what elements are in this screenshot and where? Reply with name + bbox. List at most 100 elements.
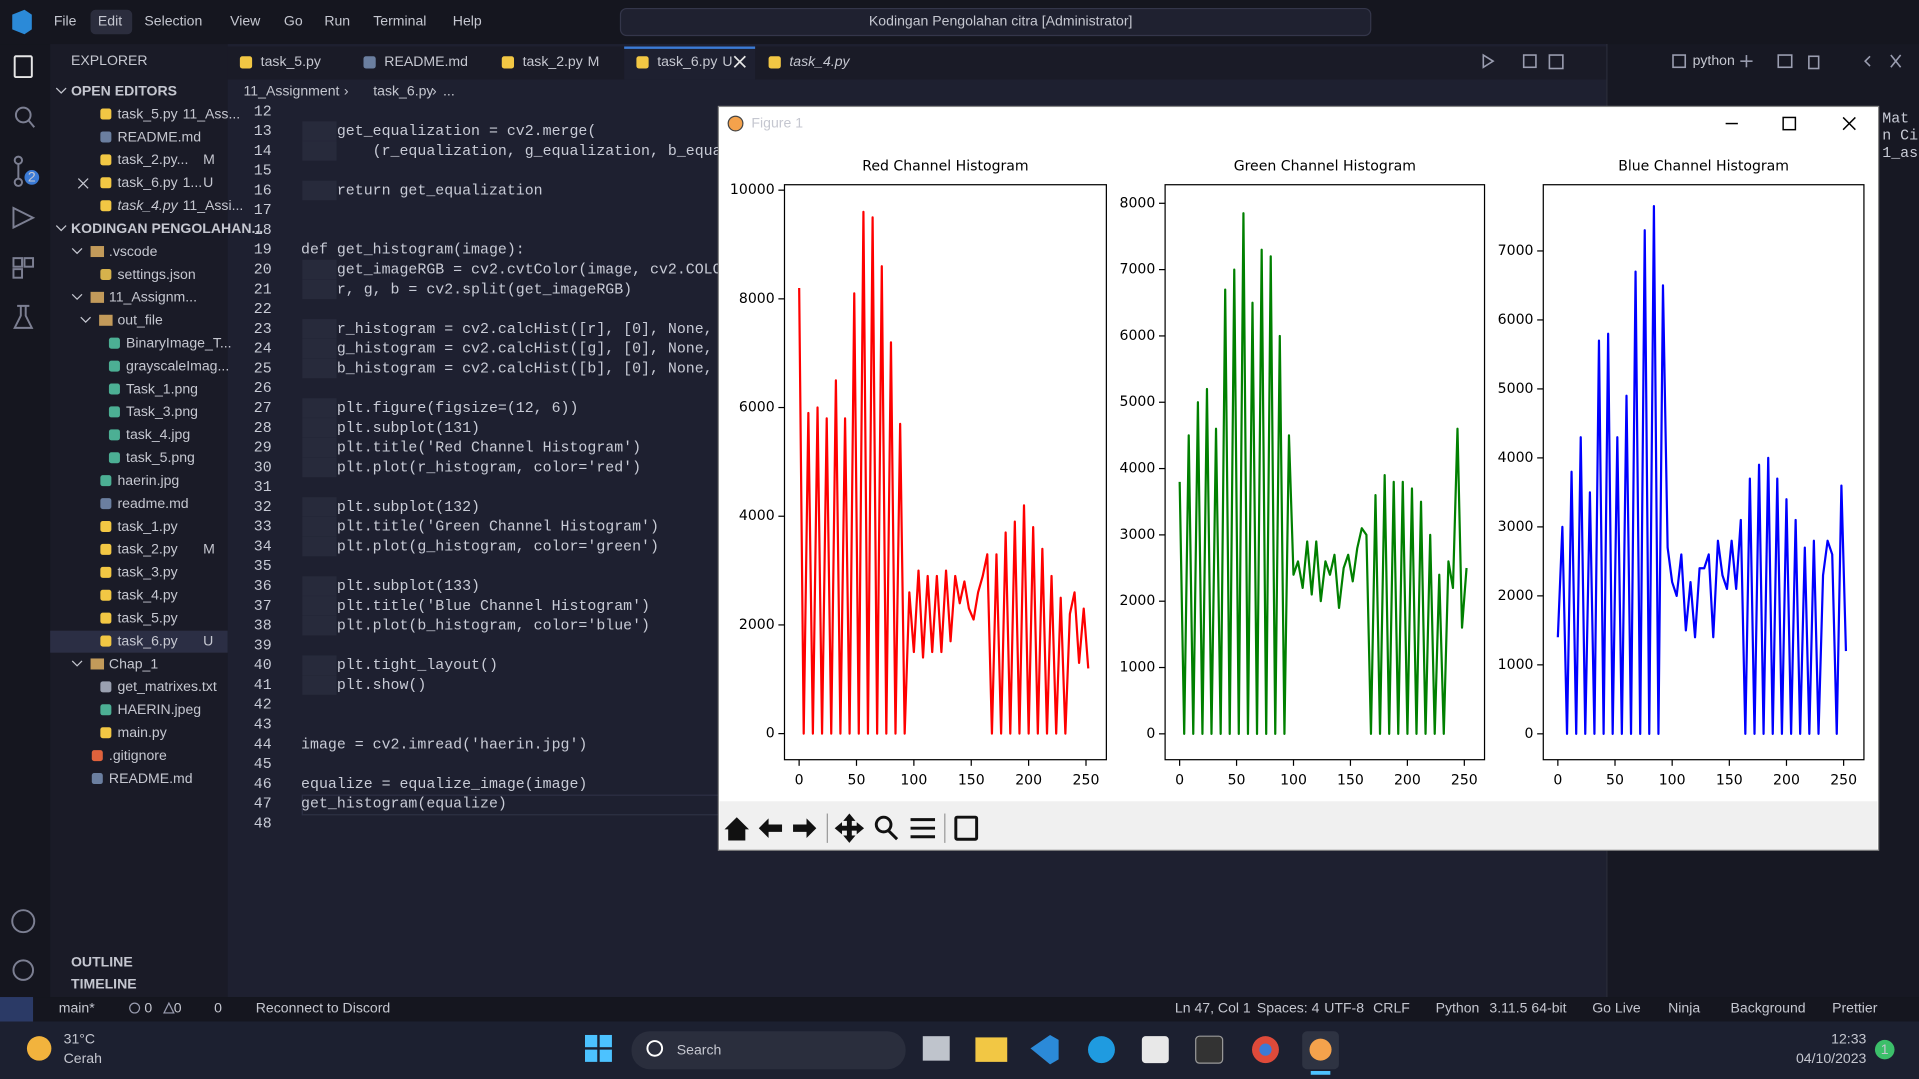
- toolbar-icons[interactable]: [724, 813, 865, 843]
- section-header[interactable]: KODINGAN PENGOLAHAN...: [71, 220, 263, 236]
- tree-item[interactable]: task_5.png: [126, 449, 195, 465]
- tree-item[interactable]: Task_1.png: [126, 380, 198, 396]
- tab-label[interactable]: task_4.py: [789, 53, 850, 69]
- app-icon[interactable]: [1030, 1034, 1059, 1065]
- breadcrumb-item[interactable]: ...: [443, 82, 455, 98]
- app-icon[interactable]: [1088, 1036, 1115, 1064]
- tree-item[interactable]: README.md: [109, 770, 193, 786]
- tree-item[interactable]: Chap_1: [109, 655, 158, 671]
- tree-item[interactable]: get_matrixes.txt: [117, 678, 216, 694]
- tree-item[interactable]: task_5.py: [117, 105, 177, 121]
- status-warnings[interactable]: 0: [174, 999, 182, 1015]
- command-center-text[interactable]: Kodingan Pengolahan citra [Administrator…: [869, 13, 1133, 29]
- menu-item[interactable]: Terminal: [373, 13, 426, 29]
- tab-label[interactable]: task_2.py: [523, 53, 583, 69]
- taskbar-apps[interactable]: [26, 1031, 1895, 1075]
- tab-label[interactable]: task_5.py: [261, 53, 321, 69]
- status-item[interactable]: Spaces: 4: [1257, 999, 1320, 1015]
- tree-item[interactable]: task_4.py: [117, 197, 178, 213]
- status-branch[interactable]: main*: [59, 999, 95, 1015]
- tree-item[interactable]: .gitignore: [109, 747, 167, 763]
- line-number: 44: [254, 737, 272, 753]
- tree-item[interactable]: haerin.jpg: [117, 472, 179, 488]
- tree-item[interactable]: grayscaleImag...: [126, 357, 229, 373]
- status-item[interactable]: CRLF: [1373, 999, 1410, 1015]
- status-errors[interactable]: 0: [144, 999, 152, 1015]
- indent-guide: [302, 319, 337, 339]
- status-item[interactable]: Ninja: [1668, 999, 1700, 1015]
- tab-close[interactable]: [733, 55, 746, 68]
- tree-item[interactable]: .vscode: [109, 243, 158, 259]
- tree-item[interactable]: README.md: [117, 128, 201, 144]
- tab-label[interactable]: README.md: [384, 53, 468, 69]
- notification-badge[interactable]: [1874, 1039, 1895, 1060]
- tree-item[interactable]: task_2.py: [117, 541, 177, 557]
- window-controls[interactable]: [1725, 116, 1856, 131]
- app-icon[interactable]: [922, 1036, 950, 1061]
- status-item[interactable]: UTF-8: [1324, 999, 1364, 1015]
- menu-item[interactable]: Selection: [144, 13, 202, 29]
- tree-item[interactable]: settings.json: [117, 266, 195, 282]
- toolbar-icons-2[interactable]: [874, 815, 979, 841]
- status-item[interactable]: Ln 47, Col 1: [1175, 999, 1251, 1015]
- menu-item[interactable]: File: [54, 13, 77, 29]
- breadcrumb-item[interactable]: 11_Assignment: [244, 82, 340, 98]
- status-item[interactable]: Go Live: [1592, 999, 1641, 1015]
- taskbar-search[interactable]: [631, 1031, 906, 1070]
- app-icon[interactable]: [975, 1037, 1008, 1062]
- file-icon: [100, 727, 112, 739]
- tree-item[interactable]: task_4.jpg: [126, 426, 190, 442]
- tree-item[interactable]: Task_3.png: [126, 403, 198, 419]
- start-button[interactable]: [585, 1034, 612, 1062]
- status-item[interactable]: Python: [1436, 999, 1480, 1015]
- menu-item[interactable]: Run: [324, 13, 350, 29]
- section-header[interactable]: TIMELINE: [71, 976, 137, 992]
- notification-count[interactable]: 1: [1881, 1041, 1889, 1057]
- tree-item[interactable]: task_6.py: [117, 174, 177, 190]
- clock-time[interactable]: 12:33: [1831, 1031, 1866, 1047]
- tree-item[interactable]: task_3.py: [117, 564, 177, 580]
- tab-label[interactable]: task_6.py: [657, 53, 717, 69]
- breadcrumb-item[interactable]: task_6.py: [373, 82, 433, 98]
- editor-actions[interactable]: [1482, 53, 1902, 70]
- tree-item-detail: 1...: [183, 174, 203, 190]
- tree-item[interactable]: BinaryImage_T...: [126, 335, 232, 351]
- status-discord[interactable]: Reconnect to Discord: [256, 999, 390, 1015]
- x-tick-label: 150: [1337, 773, 1364, 789]
- app-icon[interactable]: [1195, 1035, 1224, 1064]
- status-item[interactable]: 3.11.5 64-bit: [1489, 999, 1566, 1015]
- menu-item[interactable]: Edit: [98, 13, 122, 29]
- breadcrumb-sep: ›: [432, 82, 437, 98]
- tree-item[interactable]: task_5.py: [117, 609, 177, 625]
- status-item[interactable]: Prettier: [1832, 999, 1878, 1015]
- tree-item[interactable]: HAERIN.jpeg: [117, 701, 201, 717]
- command-center[interactable]: [619, 7, 1372, 37]
- tree-item[interactable]: task_1.py: [117, 518, 177, 534]
- menu-item[interactable]: Help: [453, 13, 482, 29]
- menu-item[interactable]: View: [230, 13, 261, 29]
- tree-item[interactable]: task_2.py...: [117, 151, 188, 167]
- status-item[interactable]: Background: [1731, 999, 1806, 1015]
- tree-item[interactable]: task_6.py: [117, 632, 177, 648]
- tree-item[interactable]: task_4.py: [117, 587, 177, 603]
- taskbar-search-text[interactable]: Search: [677, 1042, 722, 1058]
- status-ports[interactable]: 0: [214, 999, 222, 1015]
- remote-button[interactable]: [0, 997, 34, 1022]
- menu-item[interactable]: Go: [284, 13, 303, 29]
- panel-label[interactable]: python: [1693, 52, 1735, 68]
- clock-date[interactable]: 04/10/2023: [1796, 1050, 1867, 1066]
- tree-item[interactable]: main.py: [117, 724, 166, 740]
- tree-item[interactable]: 11_Assignm...: [109, 289, 197, 305]
- tree-item[interactable]: out_file: [117, 312, 163, 328]
- app-icon[interactable]: [1141, 1036, 1169, 1064]
- line-number: 30: [254, 460, 272, 476]
- close-icon[interactable]: [77, 178, 89, 189]
- y-tick-label: 2000: [1498, 588, 1534, 604]
- line-number: 20: [254, 263, 272, 279]
- chart-title: Red Channel Histogram: [862, 158, 1028, 174]
- x-tick-label: 100: [1659, 773, 1686, 789]
- y-tick-label: 7000: [1120, 262, 1156, 278]
- section-header[interactable]: OPEN EDITORS: [71, 82, 177, 98]
- section-header[interactable]: OUTLINE: [71, 954, 133, 970]
- tree-item[interactable]: readme.md: [117, 495, 188, 511]
